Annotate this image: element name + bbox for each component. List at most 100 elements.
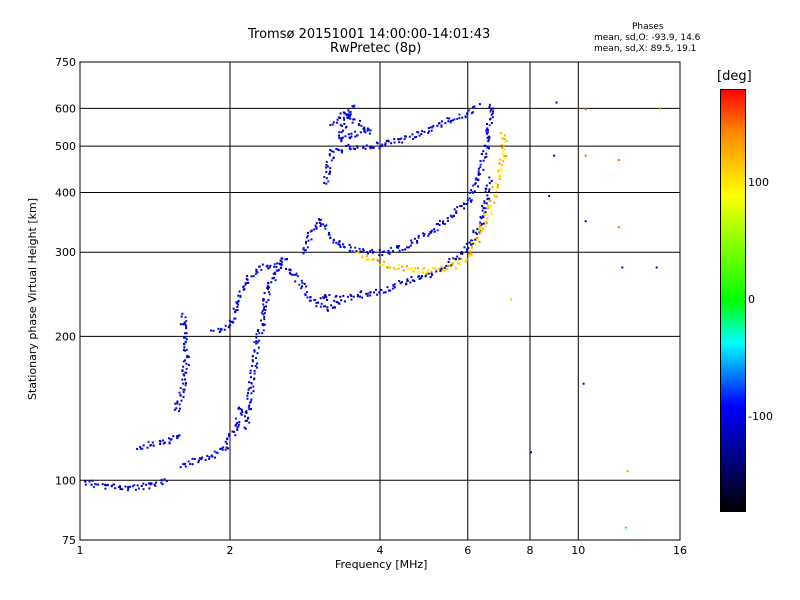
- echo-point: [159, 443, 162, 445]
- echo-point: [150, 482, 153, 485]
- echo-point: [418, 134, 421, 137]
- echo-point: [487, 138, 490, 141]
- echo-point: [358, 247, 361, 250]
- echo-point: [237, 294, 240, 297]
- echo-point: [338, 244, 341, 246]
- echo-point: [255, 342, 258, 345]
- echo-point: [487, 129, 489, 132]
- echo-point: [258, 265, 261, 268]
- echo-point: [345, 145, 347, 147]
- echo-point: [263, 308, 265, 311]
- echo-point: [477, 172, 480, 175]
- echo-point: [332, 150, 335, 153]
- echo-point: [424, 275, 427, 278]
- echo-point: [237, 299, 240, 302]
- echo-point: [201, 456, 204, 459]
- echo-point: [376, 258, 379, 261]
- echo-point: [411, 267, 414, 269]
- echo-point: [200, 458, 203, 461]
- echo-point: [337, 116, 340, 119]
- echo-point: [393, 138, 396, 141]
- echo-point: [274, 272, 277, 275]
- echo-point: [443, 223, 446, 225]
- echo-point: [352, 147, 355, 150]
- echo-point: [224, 448, 227, 451]
- echo-point: [439, 269, 442, 272]
- echo-point: [485, 202, 488, 205]
- echo-point: [373, 291, 376, 294]
- echo-point: [246, 397, 249, 400]
- y-tick-label: 600: [55, 102, 76, 115]
- echo-point: [365, 144, 368, 147]
- echo-point: [468, 197, 471, 200]
- echo-point: [418, 275, 421, 278]
- echo-point: [261, 309, 264, 312]
- echo-point: [328, 233, 331, 236]
- echo-point: [263, 315, 266, 318]
- echo-point: [305, 285, 308, 288]
- echo-point: [472, 231, 475, 234]
- echo-point: [246, 281, 249, 284]
- echo-point: [175, 435, 178, 438]
- echo-point: [354, 148, 356, 151]
- echo-point: [487, 145, 490, 148]
- echo-point: [461, 252, 464, 255]
- echo-point: [429, 276, 432, 278]
- echo-point: [330, 159, 333, 162]
- echo-point: [185, 367, 188, 370]
- echo-point: [179, 407, 181, 410]
- echo-point: [492, 188, 494, 191]
- echo-point: [84, 480, 87, 483]
- echo-point: [305, 242, 307, 245]
- echo-point: [314, 224, 317, 227]
- echo-point: [474, 242, 477, 245]
- echo-point: [348, 145, 351, 148]
- echo-point: [465, 242, 468, 245]
- echo-point: [225, 446, 228, 449]
- echo-point: [140, 447, 142, 450]
- echo-point: [338, 241, 341, 244]
- echo-point: [183, 346, 186, 349]
- echo-point: [501, 164, 503, 167]
- sparse-echo-point: [584, 154, 587, 157]
- echo-point: [256, 341, 259, 344]
- echo-point: [250, 275, 253, 278]
- echo-point: [450, 264, 453, 267]
- echo-point: [360, 290, 363, 293]
- echo-point: [268, 286, 271, 289]
- echo-point: [136, 448, 139, 450]
- chart-title: Tromsø 20151001 14:00:00-14:01:43: [248, 27, 491, 42]
- echo-point: [446, 267, 449, 270]
- echo-point: [323, 175, 326, 178]
- echo-point: [361, 296, 364, 299]
- echo-point: [369, 250, 372, 252]
- echo-point: [398, 138, 401, 141]
- echo-point: [457, 262, 460, 265]
- echo-point: [504, 138, 507, 140]
- echo-point: [182, 373, 185, 376]
- echo-point: [105, 484, 108, 487]
- echo-point: [493, 193, 495, 196]
- echo-point: [474, 231, 477, 234]
- echo-point: [255, 333, 258, 336]
- echo-point: [185, 327, 188, 330]
- echo-point: [178, 391, 181, 394]
- echo-point: [503, 134, 506, 137]
- echo-point: [183, 463, 186, 466]
- echo-point: [347, 143, 350, 146]
- echo-point: [174, 402, 177, 405]
- echo-point: [498, 169, 501, 172]
- echo-point: [417, 270, 420, 273]
- echo-point: [468, 253, 471, 255]
- echo-point: [306, 296, 309, 299]
- sparse-echo-point: [624, 526, 627, 529]
- echo-point: [505, 154, 508, 157]
- echo-point: [147, 440, 150, 443]
- echo-point: [95, 483, 97, 486]
- echo-point: [451, 215, 454, 218]
- colorbar-tick-label: -100: [748, 409, 773, 423]
- echo-point: [458, 113, 461, 116]
- echo-point: [310, 229, 313, 232]
- echo-point: [367, 128, 370, 131]
- echo-point: [335, 148, 338, 150]
